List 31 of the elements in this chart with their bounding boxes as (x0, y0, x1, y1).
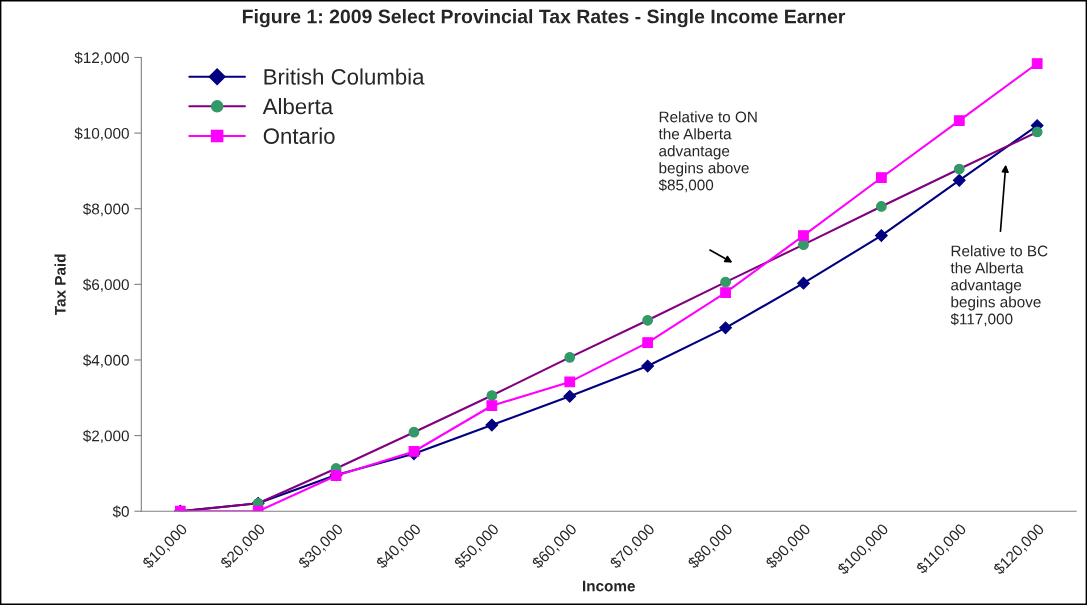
annotation: Relative to ON the Alberta advantage begins above $85,000 (658, 111, 757, 193)
y-tick-label: $12,000 (74, 51, 129, 65)
point (408, 446, 420, 457)
point (797, 276, 810, 290)
y-axis-title: Tax Paid (54, 254, 66, 316)
x-axis-title: Income (583, 580, 635, 592)
y-tick-label: $10,000 (74, 127, 129, 141)
legend-label: Ontario (263, 127, 335, 144)
point (641, 359, 655, 373)
annotation: Relative to BC the Alberta advantage begins above $117,000 (950, 245, 1048, 327)
y-tick-label: $4,000 (82, 354, 129, 368)
point (874, 229, 888, 242)
point (720, 287, 731, 299)
point (1031, 58, 1043, 69)
point (485, 418, 499, 432)
point (564, 376, 576, 388)
y-tick-label: $2,000 (82, 429, 129, 444)
y-tick-label: $8,000 (82, 202, 129, 217)
point (719, 321, 732, 335)
chart-title: Figure 1: 2009 Select Provincial Tax Rates - Single Income Earner (242, 9, 846, 28)
point (876, 172, 887, 184)
point (953, 115, 965, 126)
y-tick-label: $0 (112, 505, 129, 518)
legend-label: Alberta (262, 98, 334, 115)
point (952, 173, 966, 187)
point (486, 400, 498, 412)
y-tick-label: $6,000 (82, 278, 129, 292)
point (798, 230, 809, 241)
point (642, 337, 654, 348)
legend-label: British Columbia (264, 68, 425, 85)
point (563, 389, 577, 403)
